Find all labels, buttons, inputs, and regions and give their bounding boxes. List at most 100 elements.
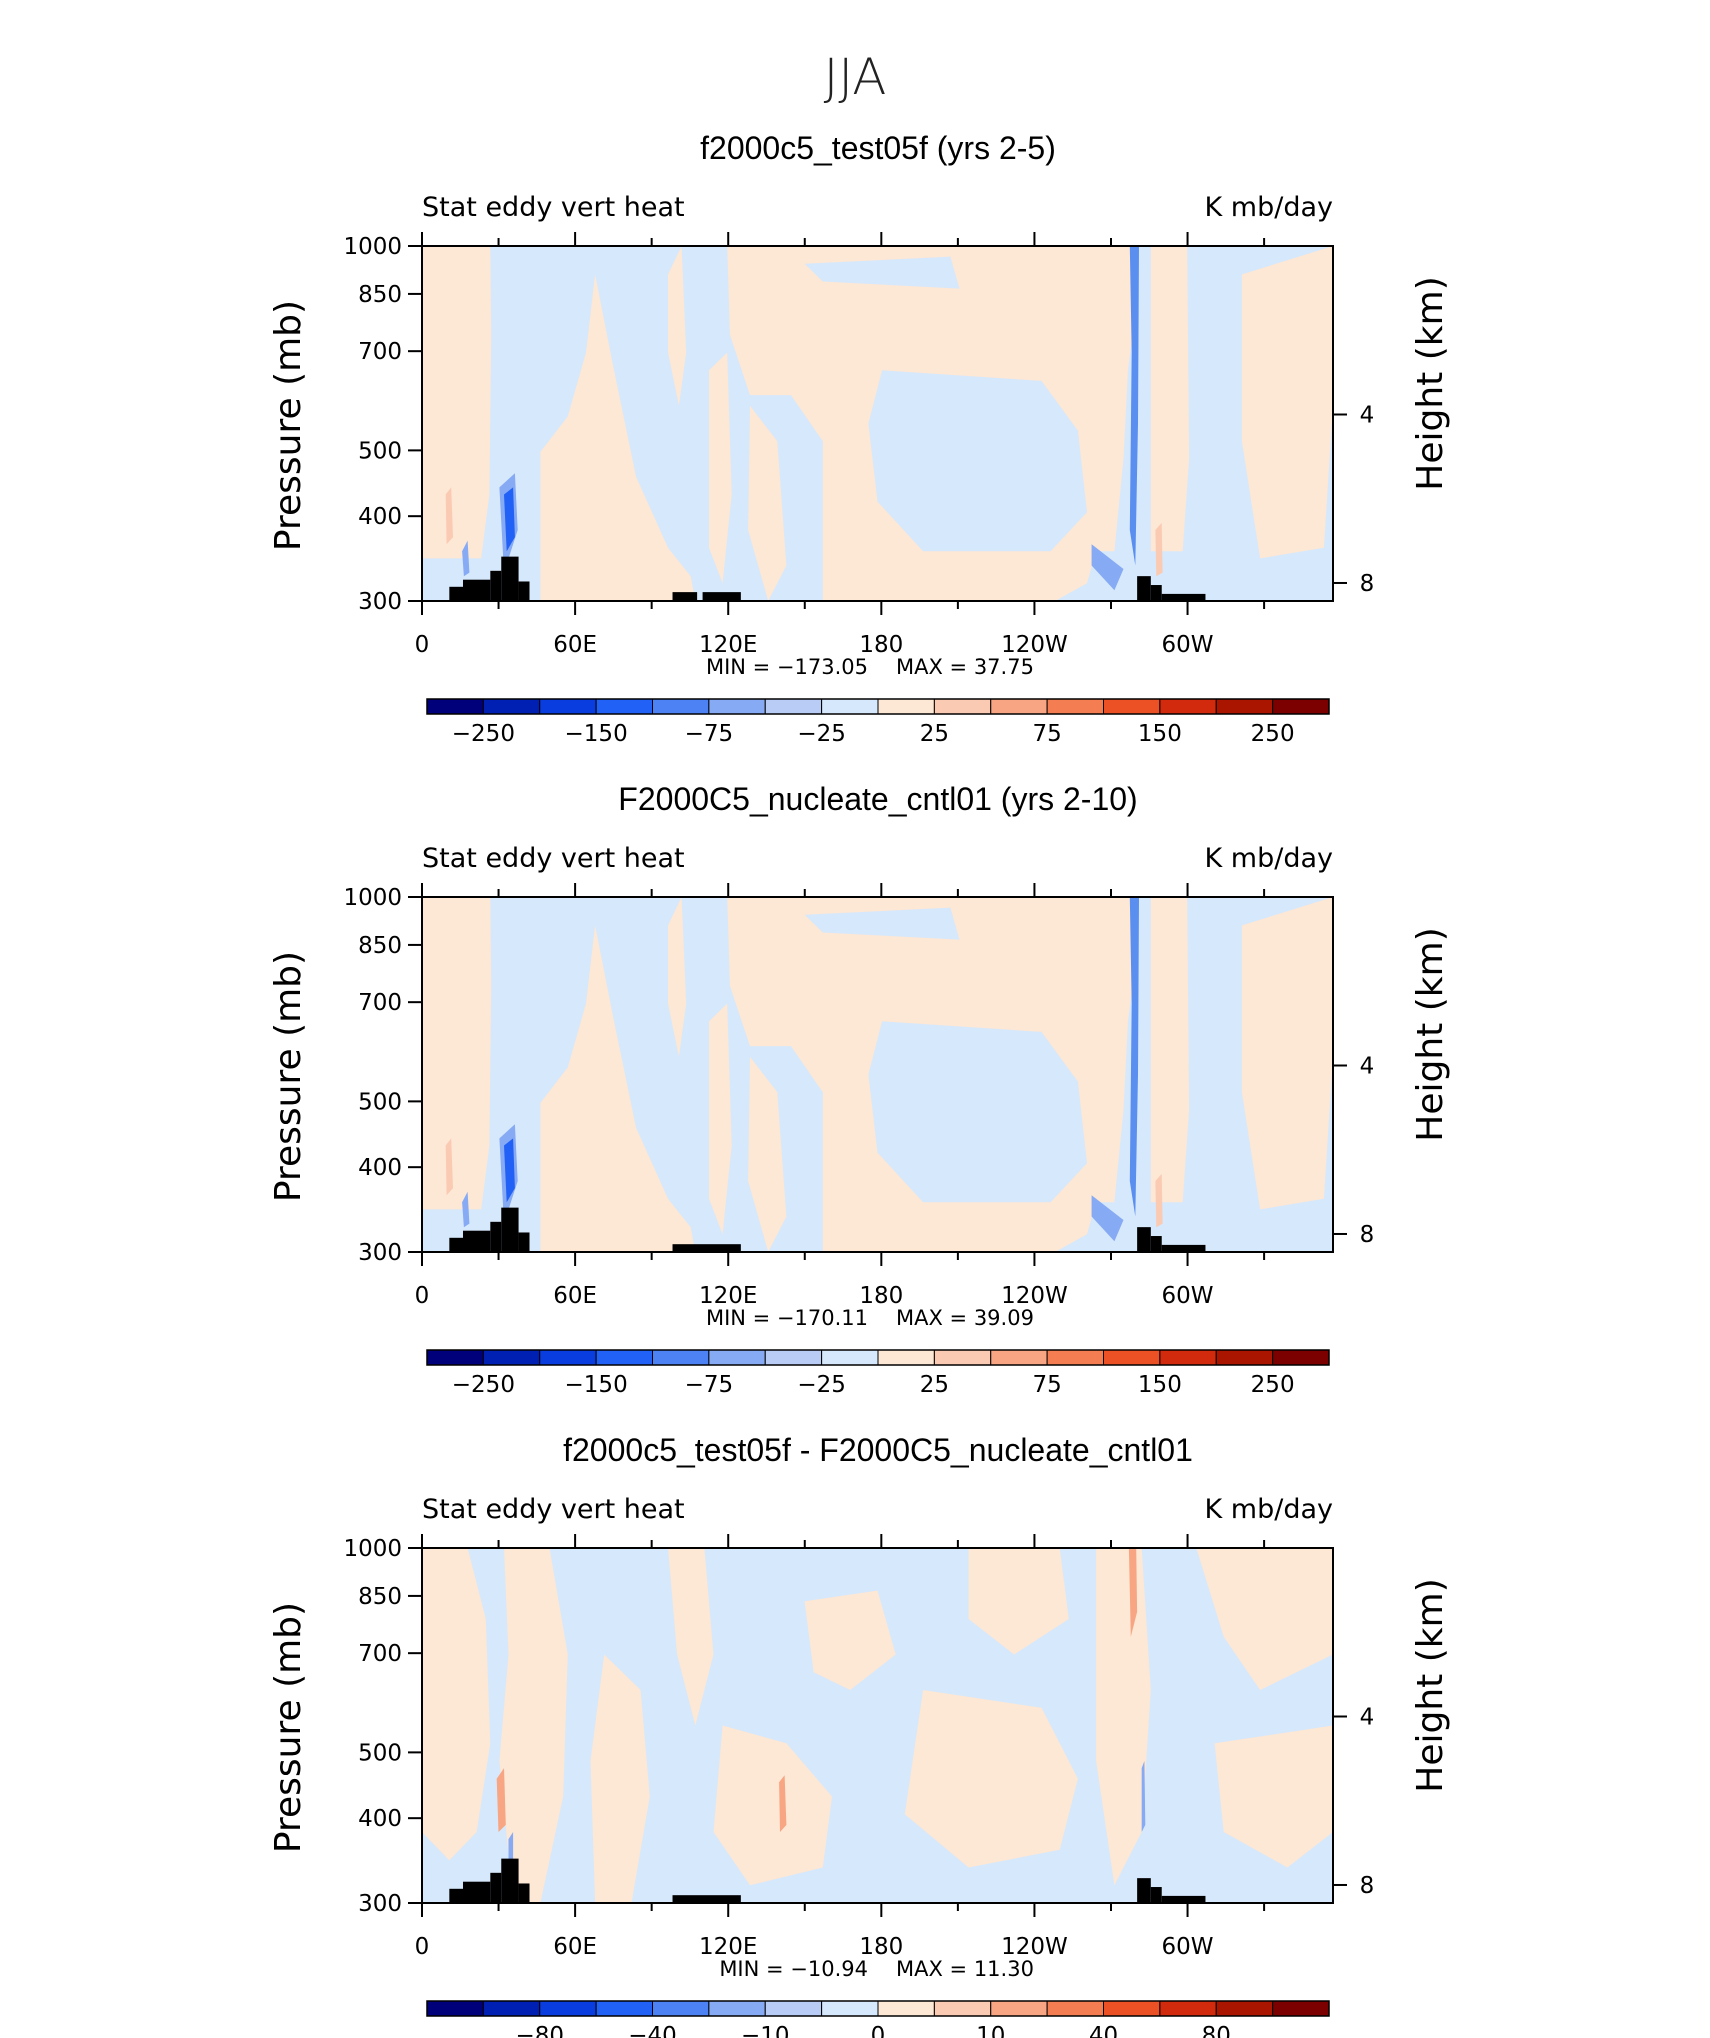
land-mask (1150, 585, 1162, 601)
y-tick-label: 700 (358, 990, 402, 1016)
contour-region (1096, 1548, 1151, 1886)
contour-region (713, 1725, 832, 1886)
y-right-tick-label: 8 (1360, 571, 1375, 597)
land-mask (462, 1881, 491, 1903)
contour-region (1129, 246, 1139, 566)
land-mask (518, 581, 530, 601)
colorbar: −80 −40 −10 0 10 40 80 (426, 2000, 1330, 2038)
colorbar-swatch (652, 2000, 710, 2017)
colorbar-swatch (708, 1349, 766, 1366)
colorbar-label: 150 (1138, 1372, 1182, 1398)
y-axis-label: Pressure (mb) (268, 300, 309, 551)
contour-region (1091, 544, 1124, 591)
colorbar-label: 75 (1032, 721, 1061, 747)
colorbar-swatch (1159, 698, 1217, 715)
land-mask (672, 1895, 741, 1903)
colorbar-swatch (595, 1349, 653, 1366)
colorbar-label: −75 (685, 721, 734, 747)
contour-region (462, 1191, 470, 1228)
contour-region (748, 1056, 787, 1252)
contour-field (422, 897, 1333, 1252)
land-mask (501, 1858, 519, 1903)
contour-region (422, 246, 492, 559)
plot-frame (421, 1547, 1334, 1904)
contour-region (496, 1768, 506, 1832)
colorbar: −250 −150 −75 −25 25 75 150 250 (426, 1349, 1330, 1398)
colorbar-frame (426, 698, 1330, 715)
x-tick-label: 60W (1162, 1283, 1214, 1309)
contour-region (904, 1690, 1078, 1868)
colorbar-swatch (482, 698, 541, 715)
contour-region (779, 1775, 787, 1832)
x-tick-label: 120E (699, 1283, 757, 1309)
contour-region (804, 1590, 896, 1690)
contour-region (748, 405, 787, 601)
colorbar-label: 80 (1202, 2023, 1231, 2038)
colorbar-swatch (482, 2000, 541, 2017)
colorbar-swatch (426, 698, 484, 715)
colorbar-label: 75 (1032, 1372, 1061, 1398)
min-label: MIN = −170.11 (706, 1306, 868, 1330)
x-tick-label: 60E (553, 632, 597, 658)
colorbar-swatch (1046, 2000, 1104, 2017)
y-tick-label: 400 (358, 1806, 402, 1832)
y-right-tick-label: 8 (1360, 1222, 1375, 1248)
colorbar-swatch (539, 1349, 597, 1366)
colorbar-label: 10 (976, 2023, 1005, 2038)
colorbar-swatch (595, 2000, 653, 2017)
land-mask (1137, 576, 1151, 601)
panel-1: f2000c5_test05f (yrs 2-5) Stat eddy vert … (268, 130, 1451, 747)
contour-region (1241, 897, 1333, 1210)
colorbar-swatch (1159, 1349, 1217, 1366)
units-label: K mb/day (1205, 192, 1334, 223)
colorbar-label: 25 (920, 1372, 949, 1398)
x-tick-label: 0 (415, 1934, 430, 1960)
contour-region (868, 1021, 1087, 1203)
land-mask (490, 1221, 502, 1252)
panel-title: f2000c5_test05f (yrs 2-5) (700, 130, 1056, 166)
colorbar-swatch (1103, 2000, 1161, 2017)
max-label: MAX = 37.75 (896, 655, 1034, 679)
contour-field (422, 246, 1333, 601)
colorbar-swatch (933, 1349, 992, 1366)
panel-title: f2000c5_test05f - F2000C5_nucleate_cntl0… (563, 1432, 1193, 1468)
contour-region (668, 897, 687, 1057)
colorbar-label: 250 (1251, 721, 1295, 747)
y-tick-label: 850 (358, 1584, 402, 1610)
colorbar-swatch (990, 1349, 1048, 1366)
x-tick-label: 120E (699, 1934, 757, 1960)
colorbar-swatch (708, 698, 766, 715)
land-mask (501, 556, 519, 601)
colorbar-label: −40 (628, 2023, 677, 2038)
colorbar-label: −25 (797, 1372, 846, 1398)
y-right-tick-label: 8 (1360, 1873, 1375, 1899)
units-label: K mb/day (1205, 1494, 1334, 1525)
colorbar-swatch (539, 2000, 597, 2017)
colorbar-swatch (1215, 2000, 1274, 2017)
x-tick-label: 60E (553, 1283, 597, 1309)
x-tick-label: 180 (859, 632, 903, 658)
colorbar-swatch (1103, 1349, 1161, 1366)
contour-region (709, 1003, 732, 1235)
plot-frame (421, 896, 1334, 1253)
land-mask (518, 1232, 530, 1252)
contour-region (668, 246, 687, 406)
colorbar-swatch (652, 698, 710, 715)
colorbar-label: −25 (797, 721, 846, 747)
contour-region (709, 352, 732, 584)
y-tick-label: 700 (358, 1641, 402, 1667)
land-mask (1161, 1895, 1206, 1903)
plot-frame (421, 245, 1334, 602)
contour-region (504, 487, 515, 552)
colorbar-swatch (708, 2000, 766, 2017)
contour-region (1155, 522, 1163, 577)
y-right-axis-label: Height (km) (1410, 1578, 1451, 1792)
land-mask (462, 579, 491, 601)
contour-region (1141, 1761, 1146, 1832)
colorbar-swatch (426, 2000, 484, 2017)
y-tick-label: 500 (358, 1089, 402, 1115)
colorbar-swatch (1046, 698, 1104, 715)
colorbar-label: −150 (565, 1372, 628, 1398)
land-mask (672, 592, 698, 601)
colorbar-swatch (1046, 1349, 1104, 1366)
